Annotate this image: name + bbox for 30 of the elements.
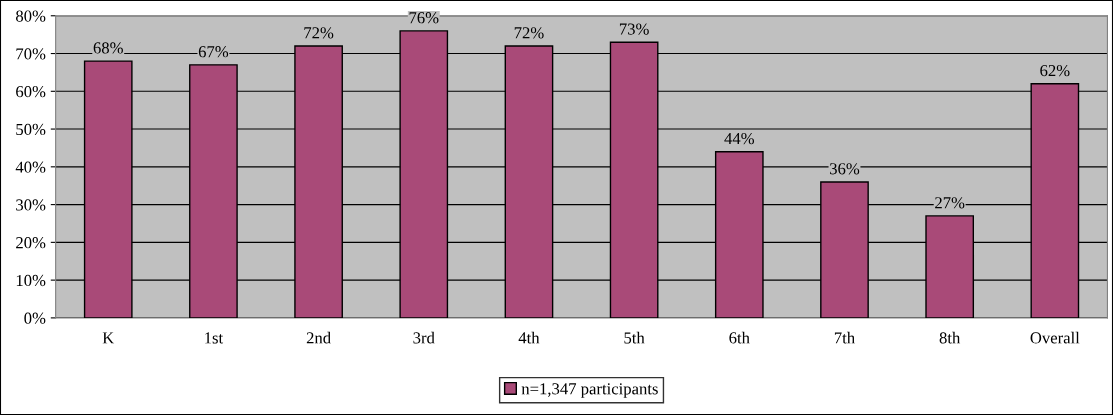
y-tick-label: 40% bbox=[15, 161, 46, 173]
x-tick-label: 7th bbox=[834, 331, 855, 344]
y-tick-label: 10% bbox=[16, 274, 46, 287]
data-label: 27% bbox=[935, 197, 965, 209]
y-tick-label: 70% bbox=[16, 48, 46, 60]
data-label: 36% bbox=[830, 163, 860, 175]
x-tick-label: 8th bbox=[939, 331, 961, 344]
x-tick-label: 6th bbox=[729, 331, 750, 344]
x-tick-label: Overall bbox=[1030, 331, 1080, 344]
data-label: 62% bbox=[1040, 64, 1070, 77]
x-tick-label: K bbox=[102, 332, 115, 344]
data-label: 44% bbox=[724, 132, 755, 145]
y-tick-label: 80% bbox=[16, 10, 46, 22]
x-tick-label: 1st bbox=[205, 332, 224, 344]
x-tick-label: 2nd bbox=[306, 331, 331, 344]
data-label: 68% bbox=[93, 42, 123, 54]
data-label: 76% bbox=[409, 12, 439, 24]
y-tick-label: 20% bbox=[16, 237, 46, 249]
data-label: 73% bbox=[619, 23, 649, 35]
y-tick-label: 30% bbox=[16, 199, 46, 211]
data-label: 72% bbox=[514, 27, 544, 39]
x-tick-label: 5th bbox=[624, 331, 645, 344]
legend-label: n=1,347 participants bbox=[521, 383, 658, 398]
x-tick-label: 4th bbox=[518, 331, 540, 344]
y-tick-label: 0% bbox=[24, 312, 46, 324]
y-tick-label: 60% bbox=[16, 86, 46, 98]
data-label: 67% bbox=[198, 46, 229, 58]
data-label: 72% bbox=[304, 27, 334, 39]
y-tick-label: 50% bbox=[16, 123, 46, 136]
x-tick-label: 3rd bbox=[413, 331, 435, 344]
